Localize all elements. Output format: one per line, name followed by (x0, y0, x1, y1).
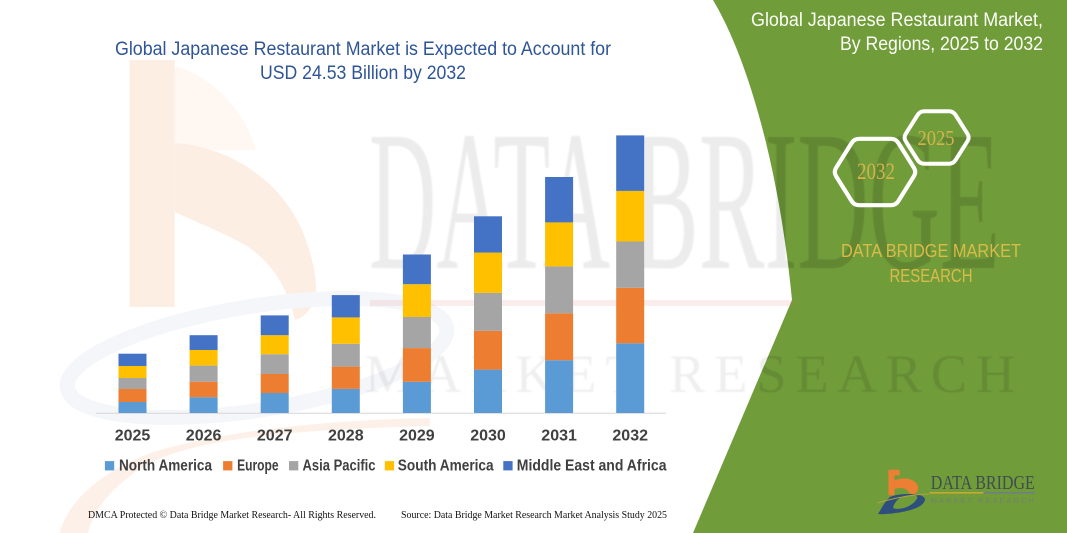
svg-text:MARKET RESEARCH: MARKET RESEARCH (931, 496, 1034, 505)
svg-text:DATA BRIDGE: DATA BRIDGE (931, 472, 1035, 494)
svg-text:South America: South America (398, 457, 494, 474)
svg-text:DATA BRIDGE MARKET: DATA BRIDGE MARKET (841, 241, 1021, 261)
svg-text:2031: 2031 (541, 428, 577, 445)
svg-text:North America: North America (119, 457, 212, 474)
svg-text:Source: Data Bridge Market Res: Source: Data Bridge Market Research Mark… (401, 510, 667, 521)
svg-text:2026: 2026 (186, 428, 222, 445)
svg-text:2025: 2025 (115, 428, 151, 445)
svg-text:Asia Pacific: Asia Pacific (303, 457, 376, 474)
svg-text:By Regions, 2025 to 2032: By Regions, 2025 to 2032 (840, 34, 1043, 55)
svg-text:2028: 2028 (328, 428, 364, 445)
svg-text:2032: 2032 (857, 159, 895, 184)
svg-text:Global Japanese Restaurant Mar: Global Japanese Restaurant Market is Exp… (115, 39, 612, 60)
svg-text:BRIDGE: BRIDGE (633, 91, 1000, 312)
svg-text:Middle East and Africa: Middle East and Africa (517, 457, 667, 474)
svg-text:RESEARCH: RESEARCH (890, 266, 973, 286)
svg-text:2025: 2025 (918, 126, 955, 150)
svg-text:2027: 2027 (257, 428, 293, 445)
svg-text:Global Japanese Restaurant Mar: Global Japanese Restaurant Market, (751, 10, 1043, 31)
svg-text:2029: 2029 (399, 428, 435, 445)
svg-text:DMCA Protected © Data Bridge M: DMCA Protected © Data Bridge Market Rese… (88, 510, 376, 521)
svg-text:USD 24.53 Billion by 2032: USD 24.53 Billion by 2032 (260, 63, 466, 84)
svg-text:2032: 2032 (612, 428, 648, 445)
svg-text:2030: 2030 (470, 428, 506, 445)
svg-text:Europe: Europe (237, 457, 279, 474)
svg-text:MARKET RESEARCH: MARKET RESEARCH (365, 344, 1015, 404)
